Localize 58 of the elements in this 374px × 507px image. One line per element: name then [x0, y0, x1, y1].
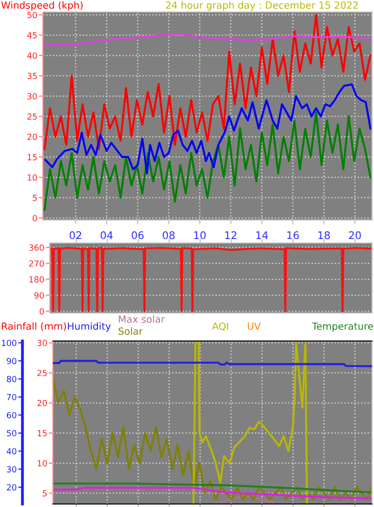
y-tick-label: 50	[27, 12, 37, 18]
y2-tick-label: 60	[6, 412, 16, 418]
y-tick-label: 90	[34, 292, 44, 299]
y-tick-label: 30	[27, 93, 37, 100]
y-tick-label: 20	[37, 400, 47, 406]
y-tick-label: 15	[28, 154, 37, 160]
line-series	[44, 111, 372, 211]
line-series	[192, 342, 308, 504]
line-series	[53, 482, 372, 494]
y-tick-label: 5	[32, 194, 37, 201]
y2-tick-label: 80	[6, 376, 16, 382]
x-tick-label: 08	[162, 231, 175, 240]
y-axis-title: Windspeed (kph)	[1, 1, 83, 11]
y2-tick-label: 40	[6, 448, 16, 454]
y2-tick-label: 50	[6, 430, 16, 436]
text: Max solar	[118, 315, 165, 323]
y-tick-label: 10	[38, 460, 47, 466]
y-tick-label: 30	[37, 340, 47, 346]
line-series	[44, 32, 372, 46]
series-label: AQI	[212, 322, 228, 331]
y2-tick-label: 20	[6, 484, 16, 490]
y-tick-label: 270	[29, 260, 44, 267]
x-tick-label: 02	[70, 231, 82, 240]
y-tick-label: 25	[37, 370, 47, 376]
y-axis-title: Rainfall (mm)	[2, 322, 66, 331]
x-tick-label: 20	[349, 231, 361, 240]
line-series	[44, 83, 372, 174]
y-tick-label: 15	[38, 430, 47, 436]
y-tick-label: 5	[42, 490, 47, 496]
y-tick-label: 360	[29, 244, 44, 251]
y2-tick-label: 100	[2, 340, 16, 346]
x-tick-label: 04	[100, 231, 113, 240]
line-series	[53, 378, 372, 500]
text: UV	[248, 322, 261, 330]
y-tick-label: 40	[27, 52, 37, 59]
x-tick-label: 18	[318, 231, 330, 240]
y-tick-label: 0	[40, 308, 44, 315]
text: Temperature	[312, 322, 374, 332]
line-series	[44, 14, 372, 150]
y-tick-label: 10	[28, 174, 37, 181]
text: Solar	[118, 327, 143, 335]
x-tick-label: 16	[287, 231, 299, 240]
x-tick-label: 06	[132, 231, 144, 240]
y-tick-label: 180	[29, 276, 44, 283]
y2-tick-label: 90	[6, 358, 16, 364]
y-tick-label: 25	[27, 113, 37, 120]
chart-title: 24 hour graph day : December 15 2022	[166, 1, 358, 11]
y-tick-label: 35	[27, 72, 37, 80]
x-tick-label: 10	[194, 231, 206, 240]
line-series	[53, 486, 372, 500]
text: Humidity	[68, 322, 111, 332]
y-tick-label: 0	[32, 214, 37, 222]
y2-tick-label: 30	[6, 466, 16, 472]
y-tick-label: 20	[27, 134, 37, 140]
y-tick-label: 45	[27, 32, 37, 38]
x-tick-label: 14	[256, 231, 268, 240]
x-tick-label: 12	[225, 231, 236, 240]
y2-tick-label: 70	[6, 394, 16, 400]
